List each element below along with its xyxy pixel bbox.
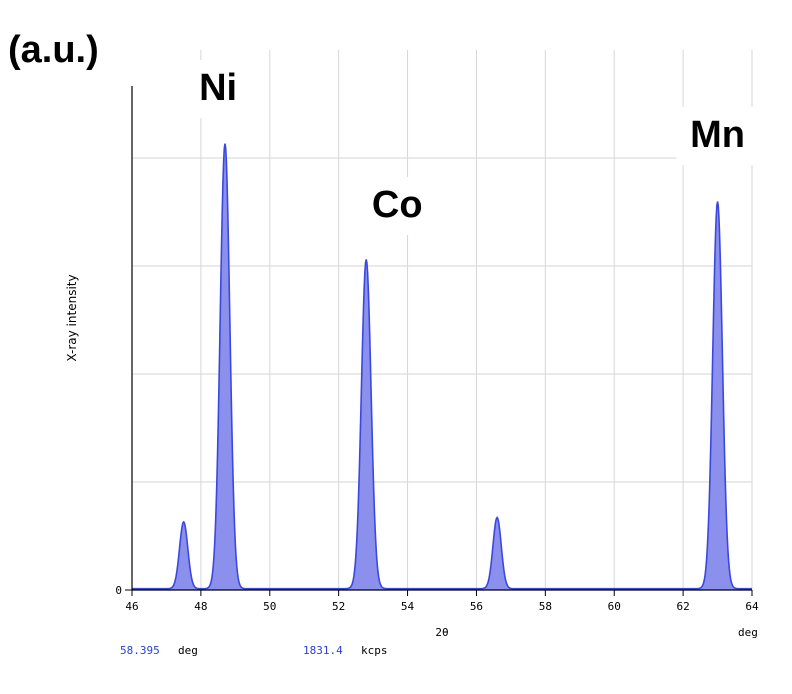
series-line-0 (132, 143, 752, 590)
x-tick-label: 50 (263, 600, 276, 613)
intensity-readout-unit: kcps (361, 644, 388, 657)
x-tick-label: 52 (332, 600, 345, 613)
position-readout-unit: deg (178, 644, 198, 657)
plot-area (132, 143, 752, 591)
peak-label-co: Co (372, 184, 423, 226)
y-tick-label-zero: 0 (115, 584, 122, 597)
x-axis-unit: deg (738, 626, 758, 639)
x-tick-label: 58 (539, 600, 552, 613)
x-tick-label: 46 (125, 600, 138, 613)
grid-lines (132, 50, 753, 590)
y-axis-label: X-ray intensity (65, 274, 79, 361)
x-tick-label: 62 (676, 600, 689, 613)
annotation-backdrop (177, 60, 260, 118)
peak-annotations: Ni Co Mn (177, 60, 759, 235)
axes (125, 86, 752, 591)
x-tick-label: 60 (608, 600, 621, 613)
x-tick-label: 56 (470, 600, 483, 613)
unit-label: (a.u.) (8, 29, 99, 71)
x-axis-ticks: 46 48 50 52 54 56 58 60 62 64 (125, 590, 759, 613)
x-tick-label: 54 (401, 600, 415, 613)
annotation-backdrop (676, 107, 759, 165)
x-tick-label: 48 (194, 600, 207, 613)
position-readout-value: 58.395 (120, 644, 160, 657)
peak-label-mn: Mn (690, 114, 745, 156)
x-tick-label: 64 (745, 600, 759, 613)
intensity-readout-value: 1831.4 (303, 644, 343, 657)
annotation-backdrop (356, 177, 439, 235)
series-area-0 (132, 143, 752, 591)
peak-label-ni: Ni (199, 67, 237, 109)
x-axis-label: 2θ (435, 626, 448, 639)
